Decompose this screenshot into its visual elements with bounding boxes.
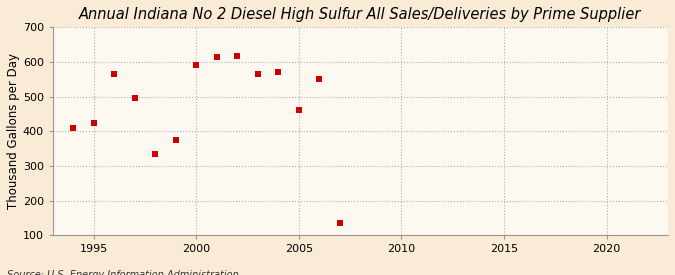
- Point: [232, 54, 243, 58]
- Title: Annual Indiana No 2 Diesel High Sulfur All Sales/Deliveries by Prime Supplier: Annual Indiana No 2 Diesel High Sulfur A…: [79, 7, 642, 22]
- Point: [314, 77, 325, 81]
- Y-axis label: Thousand Gallons per Day: Thousand Gallons per Day: [7, 53, 20, 209]
- Point: [171, 138, 182, 142]
- Point: [130, 96, 140, 101]
- Point: [150, 152, 161, 156]
- Point: [191, 63, 202, 68]
- Point: [273, 70, 284, 75]
- Point: [211, 54, 222, 59]
- Point: [109, 72, 119, 76]
- Point: [88, 120, 99, 125]
- Point: [294, 108, 304, 113]
- Point: [252, 72, 263, 76]
- Text: Source: U.S. Energy Information Administration: Source: U.S. Energy Information Administ…: [7, 271, 238, 275]
- Point: [335, 221, 346, 225]
- Point: [68, 126, 79, 130]
